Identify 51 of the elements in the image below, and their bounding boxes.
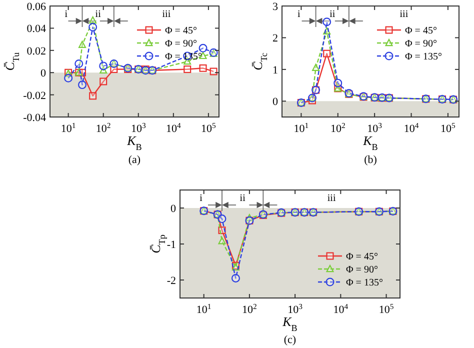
x-tick-label: 10$^{2}$ — [96, 120, 111, 135]
text: (a) — [128, 154, 141, 166]
y-tick-label: -1 — [166, 239, 176, 251]
x-axis-title: K$_{B}$ — [282, 314, 298, 333]
x-tick-label: 10$^{1}$ — [196, 302, 212, 316]
legend-label: Φ = 45° — [165, 26, 197, 36]
x-tick-label: 10$^{3}$ — [288, 302, 303, 316]
annotation: iii — [327, 193, 336, 204]
annotation: ii — [240, 193, 246, 204]
legend-label: Φ = 90° — [405, 38, 437, 50]
annotation: iii — [400, 9, 408, 20]
legend-label: Φ = 90° — [165, 38, 197, 50]
x-tick-label: 10$^{2}$ — [242, 302, 258, 316]
x-tick-label: 10$^{5}$ — [440, 120, 456, 135]
text: (b) — [364, 154, 378, 166]
x-tick-label: 10$^{1}$ — [60, 120, 76, 135]
annotation: i — [64, 9, 68, 20]
x-tick-label: 10$^{4}$ — [333, 302, 348, 316]
y-tick-label: 3 — [272, 1, 278, 13]
legend-label: Φ = 45° — [346, 252, 378, 262]
y-tick-label: 0.06 — [26, 1, 46, 13]
x-tick-label: 10$^{5}$ — [201, 120, 216, 135]
legend-label: Φ = 45° — [405, 26, 437, 36]
x-tick-label: 10$^{5}$ — [378, 302, 394, 316]
annotation: ii — [95, 9, 102, 20]
y-tick-label: -0.04 — [23, 112, 46, 124]
y-tick-label: 0 — [272, 96, 278, 108]
x-tick-label: 10$^{3}$ — [130, 120, 146, 135]
y-tick-label: 2 — [272, 32, 278, 45]
legend-label: Φ = 90° — [346, 264, 378, 276]
text: (c) — [284, 334, 296, 346]
x-tick-label: 10$^{3}$ — [367, 120, 382, 135]
annotation: i — [200, 193, 203, 204]
x-tick-label: 10$^{1}$ — [294, 120, 309, 135]
x-tick-label: 10$^{4}$ — [404, 120, 419, 135]
legend-label: Φ = 135° — [346, 278, 383, 288]
y-tick-label: 1 — [272, 64, 278, 76]
y-tick-label: 0 — [170, 203, 176, 215]
legend-label: Φ = 135° — [405, 52, 442, 62]
x-axis-title: K$_{B}$ — [362, 133, 378, 152]
y-tick-label: 0 — [40, 68, 46, 80]
x-tick-label: 10$^{2}$ — [330, 120, 346, 135]
y-tick-label: -2 — [166, 275, 176, 287]
y-tick-label: 0.02 — [26, 45, 46, 58]
y-tick-label: 0.04 — [26, 23, 46, 36]
annotation: iii — [162, 9, 171, 20]
annotation: ii — [330, 9, 336, 20]
x-tick-label: 10$^{4}$ — [166, 120, 181, 135]
x-axis-title: K$_{B}$ — [126, 133, 142, 152]
y-tick-label: -0.02 — [23, 90, 46, 102]
annotation: i — [298, 9, 301, 20]
